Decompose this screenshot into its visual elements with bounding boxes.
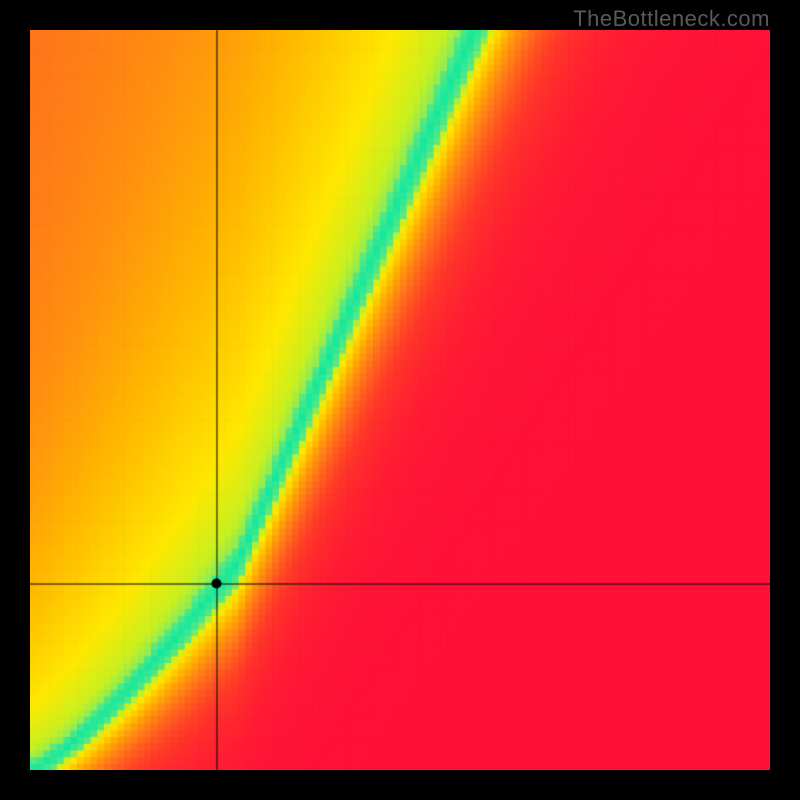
chart-container: TheBottleneck.com [0, 0, 800, 800]
watermark-text: TheBottleneck.com [573, 6, 770, 32]
bottleneck-heatmap [30, 30, 770, 770]
plot-area [30, 30, 770, 770]
